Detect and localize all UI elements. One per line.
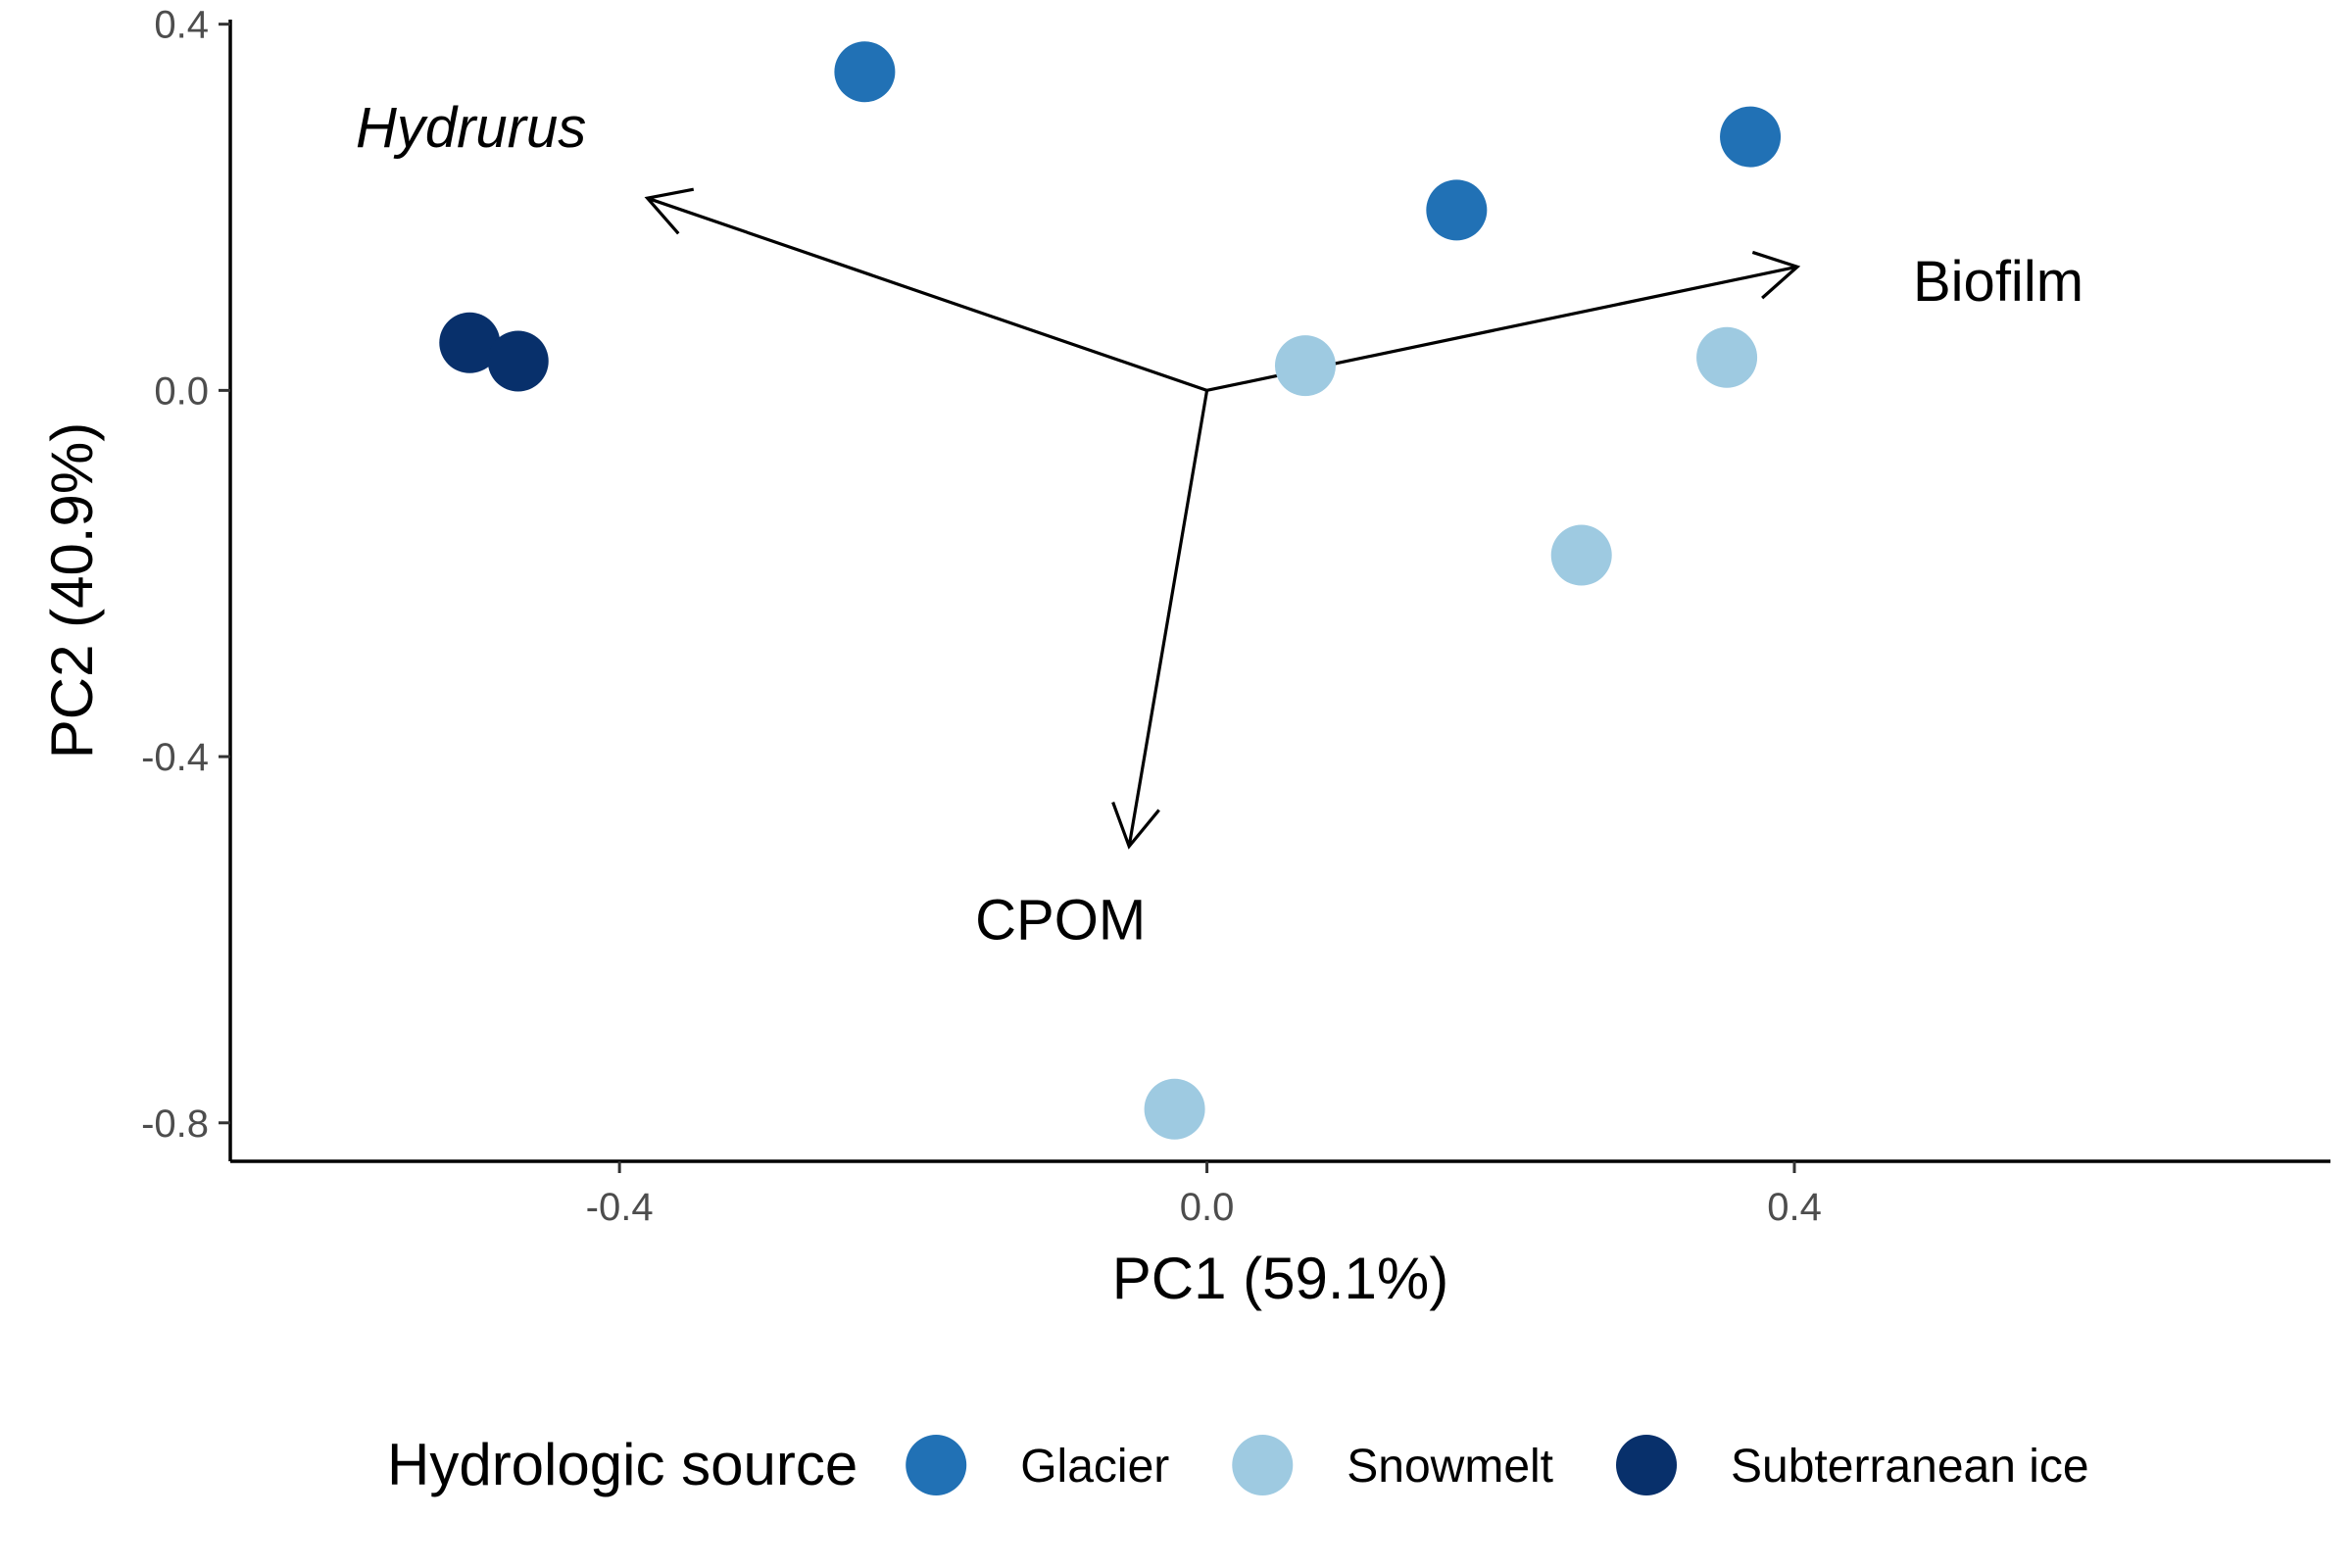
axis-ticks: -0.4 0.0 0.4 0.4 0.0 -0.4 -0.8 — [141, 4, 1822, 1229]
vector-label: Hydrurus — [356, 96, 586, 160]
y-tick-label: -0.8 — [141, 1102, 209, 1146]
legend-key-glacier — [906, 1435, 967, 1495]
y-tick-label: -0.4 — [141, 736, 209, 779]
point-glacier — [1720, 106, 1782, 168]
axes — [228, 20, 2330, 1163]
vector-arrowhead — [644, 187, 695, 235]
vector-hydrurus — [647, 196, 1208, 392]
legend-key-snowmelt — [1232, 1435, 1294, 1495]
point-glacier — [1426, 179, 1488, 241]
legend-label: Snowmelt — [1347, 1441, 1553, 1493]
point-snowmelt — [1550, 524, 1612, 586]
x-tick-label: 0.0 — [1180, 1186, 1235, 1229]
loading-vectors: Hydrurus Biofilm CPOM — [356, 96, 2083, 952]
data-points — [439, 41, 1782, 1140]
y-tick-label: 0.0 — [154, 369, 209, 413]
point-snowmelt — [1274, 335, 1336, 397]
point-subterranean-ice — [439, 312, 501, 373]
vector-label: CPOM — [975, 889, 1146, 953]
vector-arrowhead — [1751, 250, 1801, 300]
legend-key-subterranean-ice — [1616, 1435, 1678, 1495]
legend-title: Hydrologic source — [387, 1432, 858, 1497]
x-tick-label: 0.4 — [1767, 1186, 1822, 1229]
x-tick-label: -0.4 — [586, 1186, 654, 1229]
point-glacier — [834, 41, 896, 103]
point-snowmelt — [1696, 326, 1758, 388]
legend-label: Glacier — [1020, 1441, 1169, 1493]
vector-arrowhead — [1111, 801, 1160, 850]
legend-label: Subterranean ice — [1731, 1441, 2089, 1493]
x-axis-title: PC1 (59.1%) — [1112, 1246, 1448, 1311]
point-snowmelt — [1144, 1078, 1205, 1140]
y-tick-label: 0.4 — [154, 4, 209, 47]
legend: Hydrologic source Glacier Snowmelt Subterr… — [387, 1432, 2089, 1497]
point-subterranean-ice — [487, 330, 549, 392]
y-axis-title: PC2 (40.9%) — [39, 422, 105, 759]
vector-label: Biofilm — [1913, 250, 2083, 314]
vector-cpom — [1127, 390, 1209, 847]
